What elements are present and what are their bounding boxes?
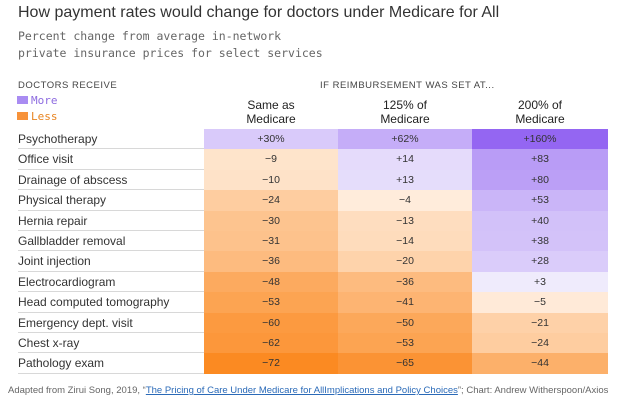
- column-header-200: 200% of Medicare: [472, 98, 608, 126]
- heat-cell: −53: [204, 292, 338, 313]
- subtitle-line-1: Percent change from average in-network: [18, 29, 282, 43]
- heat-cell: −62: [204, 332, 338, 354]
- row-label: Hernia repair: [18, 211, 204, 231]
- legend-swatch-less: [17, 112, 28, 120]
- row-label: Emergency dept. visit: [18, 313, 204, 333]
- heat-cell: −72: [204, 353, 338, 374]
- legend-swatch-more: [17, 96, 28, 104]
- column-header-same: Same as Medicare: [204, 98, 338, 126]
- heat-cell: −48: [204, 271, 338, 293]
- table-row: Physical therapy −24 −4 +53: [18, 190, 608, 211]
- chart-title: How payment rates would change for docto…: [18, 4, 500, 21]
- heat-cell: −5: [472, 292, 608, 313]
- column-header-125: 125% of Medicare: [338, 98, 472, 126]
- heat-cell: +80: [472, 169, 608, 191]
- table-row: Electrocardiogram −48 −36 +3: [18, 271, 608, 293]
- row-label: Head computed tomography: [18, 292, 204, 313]
- table-row: Gallbladder removal −31 −14 +38: [18, 230, 608, 252]
- row-label: Psychotherapy: [18, 129, 204, 150]
- heat-cell: −50: [338, 312, 472, 333]
- row-label: Gallbladder removal: [18, 231, 204, 252]
- heat-cell: −10: [204, 169, 338, 191]
- heatmap-table: Psychotherapy +30% +62% +160% Office visit −9…: [18, 129, 608, 374]
- row-label: Chest x-ray: [18, 333, 204, 354]
- heat-cell: −36: [204, 251, 338, 272]
- heat-cell: −31: [204, 230, 338, 252]
- heat-cell: −24: [472, 332, 608, 354]
- legend-label-more: More: [31, 94, 58, 107]
- heat-cell: +14: [338, 149, 472, 170]
- column-header-line2: Medicare: [515, 112, 565, 126]
- heat-cell: −30: [204, 210, 338, 231]
- heat-cell: −65: [338, 353, 472, 374]
- legend-item-less: Less: [17, 110, 58, 123]
- row-label: Electrocardiogram: [18, 272, 204, 293]
- heat-cell: −53: [338, 332, 472, 354]
- heat-cell: +83: [472, 149, 608, 170]
- column-header-line1: 200% of: [517, 98, 563, 112]
- heat-cell: +53: [472, 190, 608, 211]
- heat-cell: −60: [204, 312, 338, 333]
- heat-cell: +40: [472, 210, 608, 231]
- heat-cell: +62%: [338, 129, 472, 150]
- column-header-line1: 125% of: [382, 98, 428, 112]
- source-footer: Adapted from Zirui Song, 2019, “The Pric…: [8, 385, 608, 396]
- heat-cell: −44: [472, 353, 608, 374]
- heat-cell: −14: [338, 230, 472, 252]
- legend-label-less: Less: [31, 110, 58, 123]
- footer-prefix: Adapted from Zirui Song, 2019, “: [8, 385, 146, 396]
- heat-cell: +3: [472, 271, 608, 293]
- table-row: Psychotherapy +30% +62% +160%: [18, 129, 608, 150]
- table-row: Drainage of abscess −10 +13 +80: [18, 169, 608, 191]
- row-label: Physical therapy: [18, 190, 204, 211]
- row-label: Joint injection: [18, 251, 204, 272]
- heat-cell: +160%: [472, 129, 608, 150]
- heat-cell: +38: [472, 230, 608, 252]
- heat-cell: −24: [204, 190, 338, 211]
- table-row: Joint injection −36 −20 +28: [18, 251, 608, 272]
- footer-suffix: ”; Chart: Andrew Witherspoon/Axios: [457, 385, 609, 396]
- heat-cell: −4: [338, 190, 472, 211]
- heat-cell: −41: [338, 292, 472, 313]
- heat-cell: +30%: [204, 129, 338, 150]
- legend-item-more: More: [17, 94, 58, 107]
- row-header: DOCTORS RECEIVE: [18, 80, 118, 91]
- heat-cell: −20: [338, 251, 472, 272]
- row-label: Pathology exam: [18, 353, 204, 374]
- group-header: IF REIMBURSEMENT WAS SET AT...: [320, 80, 495, 91]
- subtitle-line-2: private insurance prices for select serv…: [18, 46, 323, 60]
- table-row: Emergency dept. visit −60 −50 −21: [18, 312, 608, 333]
- table-row: Hernia repair −30 −13 +40: [18, 210, 608, 231]
- source-link[interactable]: The Pricing of Care Under Medicare for A…: [145, 385, 458, 396]
- heat-cell: +28: [472, 251, 608, 272]
- table-row: Head computed tomography −53 −41 −5: [18, 292, 608, 313]
- column-header-line2: Medicare: [246, 112, 296, 126]
- table-row: Pathology exam −72 −65 −44: [18, 353, 608, 374]
- table-row: Chest x-ray −62 −53 −24: [18, 332, 608, 354]
- row-label: Office visit: [18, 149, 204, 170]
- heat-cell: −36: [338, 271, 472, 293]
- column-header-line2: Medicare: [380, 112, 430, 126]
- column-header-line1: Same as: [247, 98, 295, 112]
- row-label: Drainage of abscess: [18, 170, 204, 191]
- heat-cell: −13: [338, 210, 472, 231]
- table-row: Office visit −9 +14 +83: [18, 149, 608, 170]
- heat-cell: −9: [204, 149, 338, 170]
- chart-subtitle: Percent change from average in-network p…: [18, 28, 323, 62]
- heat-cell: +13: [338, 169, 472, 191]
- heat-cell: −21: [472, 312, 608, 333]
